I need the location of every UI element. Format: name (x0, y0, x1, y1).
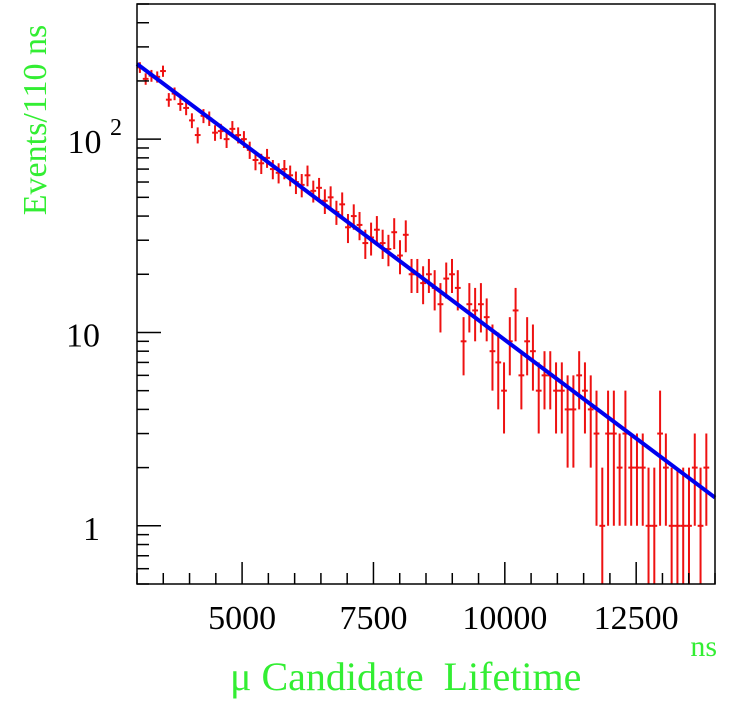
data-point (189, 113, 195, 129)
data-point (593, 390, 600, 526)
data-point (472, 287, 479, 342)
y-axis-title: Events/110 ns (17, 25, 54, 215)
data-point (703, 433, 710, 526)
data-point (391, 218, 398, 250)
data-point (183, 101, 190, 116)
data-point (402, 220, 409, 253)
data-point (668, 467, 675, 584)
data-point (599, 467, 606, 584)
data-point (553, 362, 559, 434)
x-tick-label: 5000 (208, 600, 276, 637)
fit-curve (135, 62, 717, 500)
data-point (518, 351, 525, 410)
data-point (443, 262, 450, 299)
x-tick-label: 10000 (462, 600, 547, 637)
plot-frame (136, 3, 716, 585)
data-point (321, 189, 328, 214)
y-tick-label: 10 2 (68, 115, 123, 161)
data-point (212, 125, 218, 141)
data-point (310, 180, 317, 203)
data-point (645, 467, 652, 584)
y-axis-tick-labels: 1 10 10 2 (66, 115, 122, 548)
data-point (408, 258, 415, 294)
data-point (651, 467, 658, 584)
data-point (420, 266, 426, 305)
data-point (564, 375, 571, 468)
x-tick-label: 7500 (339, 600, 407, 637)
data-point (165, 93, 172, 107)
data-point (558, 362, 565, 434)
data-point (622, 390, 629, 526)
data-point (397, 240, 403, 275)
data-point (379, 229, 386, 259)
data-point (512, 287, 519, 342)
data-point (541, 351, 548, 410)
data-point (634, 433, 640, 526)
data-point (345, 213, 351, 244)
data-point (576, 351, 583, 410)
y-tick-label: 1 (83, 511, 100, 548)
y-axis-ticks (137, 3, 161, 585)
data-points (137, 62, 710, 584)
data-point (160, 65, 166, 77)
data-point (466, 283, 473, 333)
data-point (524, 317, 531, 376)
x-tick-label: 12500 (594, 600, 679, 637)
data-point (616, 433, 623, 526)
data-point (316, 177, 322, 200)
data-point (547, 351, 554, 410)
data-point (610, 390, 617, 526)
data-point (304, 165, 311, 187)
data-point (662, 433, 669, 526)
y-tick-label: 10 (66, 317, 100, 354)
data-point (639, 433, 646, 526)
data-point (530, 324, 536, 391)
data-point (674, 467, 681, 584)
data-point (339, 192, 346, 219)
data-point (483, 298, 490, 342)
data-point (194, 127, 201, 144)
data-point (587, 375, 594, 468)
data-point (680, 467, 687, 584)
x-axis-title: μ Candidate Lifetime (230, 654, 581, 699)
data-point (628, 433, 635, 526)
data-point (373, 216, 380, 247)
data-point (686, 467, 692, 584)
data-point (142, 73, 149, 85)
x-axis-unit: ns (690, 630, 717, 663)
data-point (223, 131, 230, 148)
data-point (449, 258, 455, 294)
data-point (501, 362, 507, 434)
x-axis-tick-labels: 5000 7500 10000 12500 (208, 600, 679, 637)
data-point (691, 433, 698, 526)
data-point (426, 258, 432, 294)
data-point (605, 390, 611, 526)
data-point (327, 186, 334, 210)
data-point (535, 362, 542, 434)
data-point (356, 211, 363, 241)
data-point (177, 97, 184, 111)
data-point (489, 324, 496, 391)
x-axis-ticks (136, 562, 716, 584)
data-point (460, 317, 467, 376)
y-tick-exponent: 2 (110, 115, 122, 141)
data-point (495, 332, 502, 410)
